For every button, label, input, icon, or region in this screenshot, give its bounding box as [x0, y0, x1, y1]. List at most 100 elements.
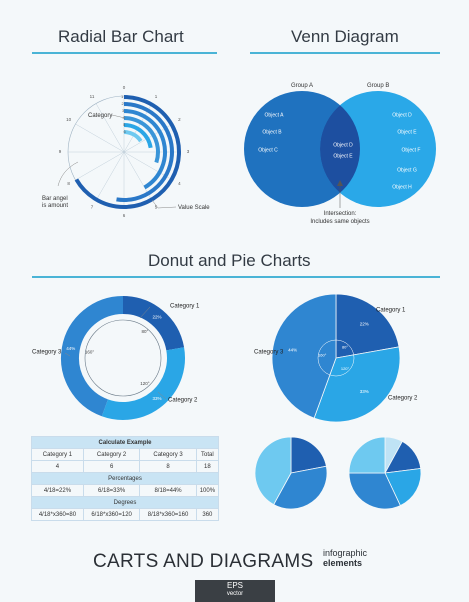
radial-bar	[116, 102, 174, 202]
venn-object: Object D	[392, 112, 412, 118]
pie-percent-label: 44%	[288, 348, 297, 353]
table-cell: 6/18*x360=120	[82, 508, 141, 521]
table-header-cell: Total	[195, 448, 220, 461]
pie-angle-label: 160°	[318, 353, 327, 358]
venn-intersection-object: Object D	[333, 142, 353, 148]
radial-tick-label: 9	[59, 149, 62, 154]
venn-pointer-arrow-icon	[337, 180, 343, 186]
donut-leader-line	[157, 391, 167, 400]
table-cell: 4	[31, 460, 84, 473]
radial-spoke	[75, 151, 125, 181]
table-cell: 4/18*x360=80	[31, 508, 84, 521]
pie-chart-small-left	[254, 436, 328, 510]
table-cell: 4/18=22%	[31, 484, 84, 497]
donut-pie-title: Donut and Pie Charts	[148, 251, 311, 270]
pie-angle-label: 80°	[342, 344, 348, 349]
venn-group-b-objects: Object F Object G Object H Object D Object E	[392, 112, 420, 190]
radial-tick-label: 6	[123, 213, 126, 218]
venn-object: Object C	[258, 147, 278, 153]
pie-slice	[290, 436, 327, 474]
footer-sub-line2: elements	[323, 558, 363, 568]
radial-tick-label: 1	[155, 94, 158, 99]
radial-tick-label: 4	[178, 181, 181, 186]
donut-leader-line	[64, 352, 71, 357]
radial-bar-angle-label-line2: is amount	[42, 203, 68, 209]
table-title: Calculate Example	[31, 436, 219, 449]
footer-title: CARTS AND DIAGRAMS	[93, 551, 314, 572]
radial-value-scale-label: Value Scale	[178, 205, 210, 211]
table-cell: 8/18*x360=160	[139, 508, 197, 521]
radial-category-label: Category	[88, 113, 112, 119]
radial-spoke	[95, 151, 125, 201]
donut-angle-label: 80°	[141, 329, 148, 334]
donut-inner-guide	[84, 319, 162, 397]
pie-slice	[348, 436, 386, 474]
radial-category-tick: 2	[122, 101, 125, 106]
radial-spoke	[75, 123, 125, 153]
donut-slice	[101, 347, 185, 420]
donut-angle-label: 160°	[85, 349, 95, 354]
pie-slice	[254, 436, 292, 506]
pie-slice	[271, 293, 337, 419]
donut-slice	[61, 296, 124, 417]
radial-annotations: Category Bar angel is amount Value Scale	[42, 113, 210, 211]
radial-category-tick: 5	[123, 122, 126, 127]
venn-intersection-objects: Object D Object E	[333, 142, 353, 159]
radial-category-tick: 3	[122, 108, 125, 113]
venn-object: Object F	[402, 147, 421, 153]
table-cell: 8	[139, 460, 197, 473]
venn-object: Object H	[392, 184, 412, 190]
venn-intersection-note-line2: Includes same objects	[310, 219, 369, 225]
donut-angle-label: 120°	[140, 381, 150, 386]
radial-bar-angle-bracket	[57, 161, 79, 187]
table-degrees-band: Degrees	[31, 496, 219, 509]
table-cell: 6/18=33%	[82, 484, 141, 497]
footer-sub-line1: infographic	[323, 548, 368, 558]
pie-category-label: Category 2	[388, 396, 418, 402]
pie-slice	[313, 346, 401, 423]
calculation-table: Calculate Example Category 1 Category 2 …	[31, 436, 220, 521]
donut-title-rule	[32, 276, 440, 278]
radial-tick-label: 7	[91, 205, 94, 210]
venn-object: Object B	[262, 129, 282, 135]
radial-category-pointer	[111, 114, 126, 119]
table-header-cell: Category 1	[31, 448, 84, 461]
donut-category-label: Category 1	[170, 304, 200, 310]
pie-slice	[348, 472, 401, 510]
pie-chart-main: 22% 80° Category 1 33% 120° Category 2 44% 160°…	[254, 293, 418, 423]
venn-intersection-note-line1: Intersection:	[324, 211, 357, 217]
table-percentages-band: Percentages	[31, 472, 219, 485]
radial-bar	[74, 95, 181, 209]
table-cell: 360	[195, 508, 220, 521]
pie-chart-small-right	[348, 436, 422, 510]
pie-category-label: Category 3	[254, 350, 284, 356]
radial-tick-label: 11	[90, 94, 95, 99]
radial-bar	[123, 130, 143, 143]
eps-badge-line2: vector	[226, 591, 244, 597]
table-cell: 100%	[195, 484, 220, 497]
pie-slice	[384, 468, 422, 507]
donut-slice	[122, 296, 185, 351]
venn-intersection-object: Object E	[333, 153, 353, 159]
pie-category-label: Category 1	[376, 308, 406, 314]
radial-tick-label: 3	[187, 149, 190, 154]
table-cell: 18	[195, 460, 220, 473]
pie-percent-label: 22%	[360, 321, 369, 326]
radial-category-tick: 1	[121, 94, 124, 99]
radial-category-tick: 6	[123, 129, 126, 134]
donut-category-label: Category 3	[32, 350, 62, 356]
venn-group-b-label: Group B	[367, 83, 389, 89]
venn-intersection	[320, 91, 360, 207]
venn-group-a-label: Group A	[291, 83, 313, 89]
radial-bar-chart-title: Radial Bar Chart	[58, 27, 184, 46]
donut-chart: 22% 80° Category 1 33% 120° Category 2 44% 160°…	[32, 296, 200, 420]
donut-percent-label: 44%	[66, 346, 75, 351]
pie-angle-label: 120°	[341, 366, 350, 371]
venn-object: Object G	[397, 167, 417, 173]
eps-badge: EPS vector	[195, 580, 275, 602]
radial-tick-label: 0	[123, 85, 126, 90]
radial-bar-chart: 01234567891011123456	[59, 85, 190, 218]
radial-tick-label: 2	[178, 117, 181, 122]
pie-percent-label: 33%	[360, 389, 369, 394]
radial-bar-angle-label-line1: Bar angel	[42, 196, 68, 202]
